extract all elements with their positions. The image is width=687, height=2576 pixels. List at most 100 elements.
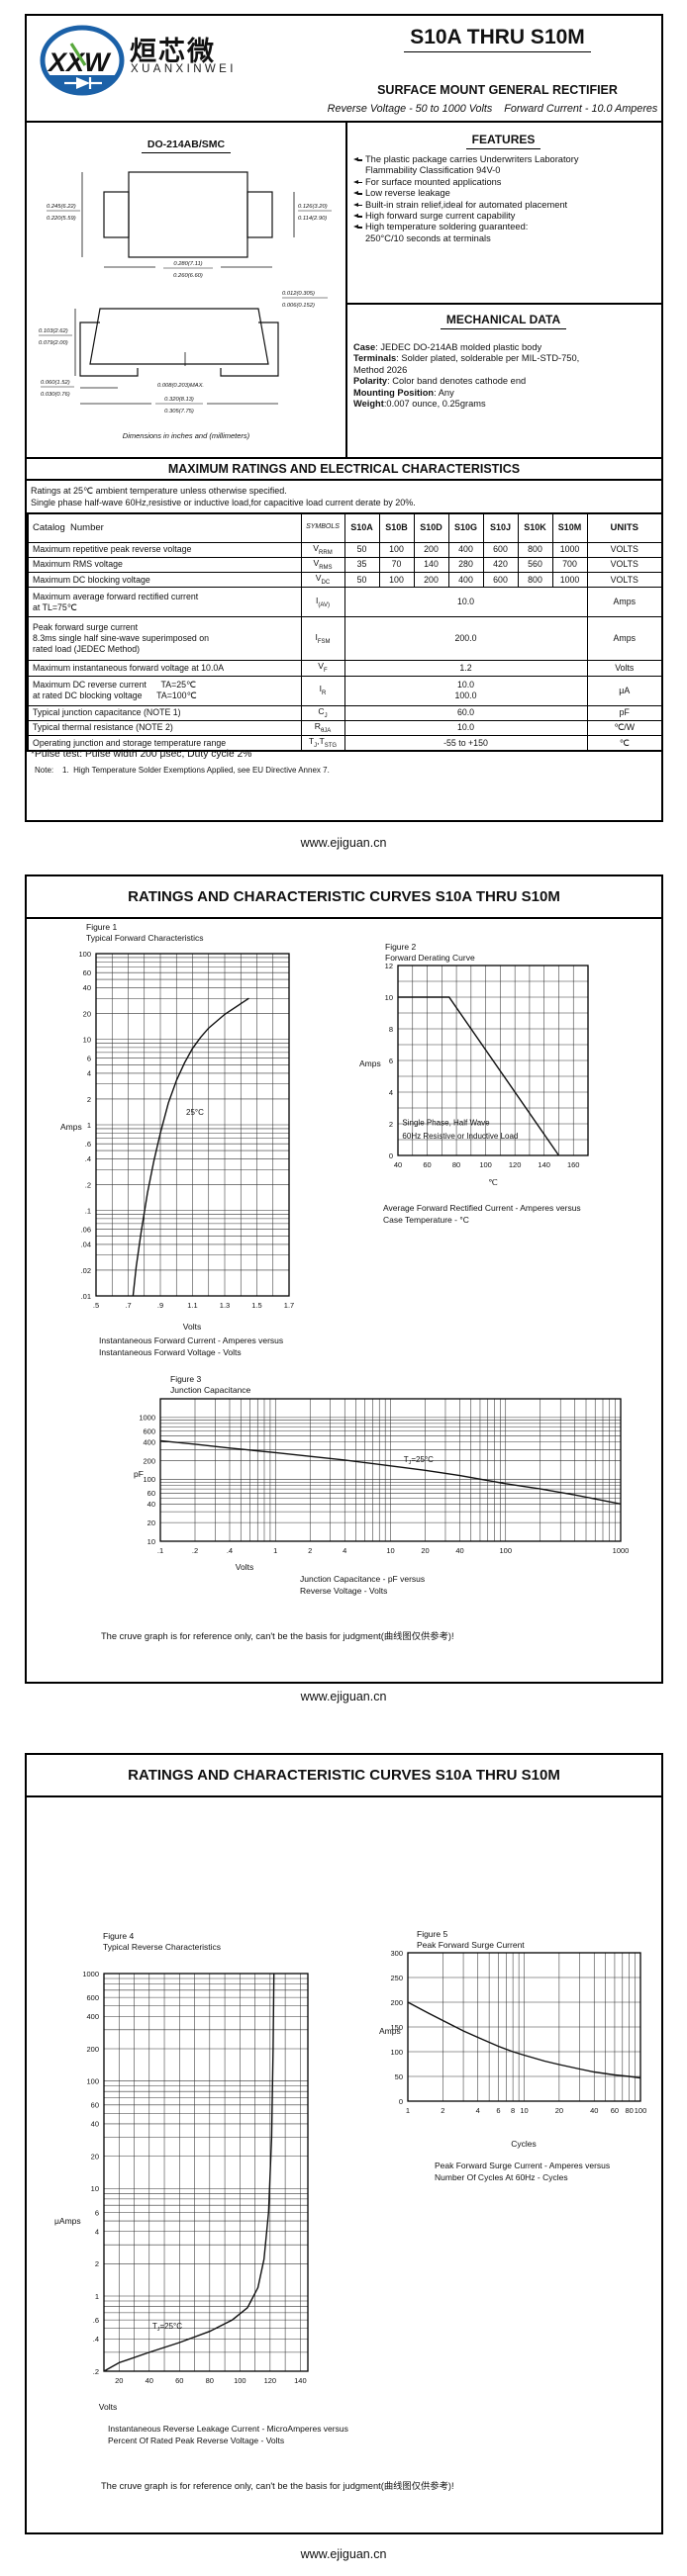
column-header: S10B <box>378 512 415 543</box>
dimension-labels: 0.245(6.22) 0.220(5.59) 0.126(3.20) 0.11… <box>47 204 332 279</box>
feature-item: For surface mounted applications <box>353 177 656 188</box>
chart-text: 20 <box>555 2106 563 2115</box>
chart-text: 40 <box>146 2376 153 2385</box>
chart-text: .1 <box>157 1546 163 1555</box>
feature-item: High forward surge current capability <box>353 211 656 222</box>
table-header-row: Catalog Number SYMBOLS S10A S10B S10D S10G S10… <box>27 512 663 543</box>
dimension-label: 0.280(7.11) <box>173 261 202 267</box>
chart-text: 4 <box>476 2106 480 2115</box>
feature-text: High forward surge current capability <box>365 211 515 222</box>
chart-text: Instantaneous Forward Current - Amperes … <box>99 1335 283 1345</box>
chart-text: .2 <box>192 1546 198 1555</box>
chart-text: 200 <box>86 2045 99 2054</box>
parameter-cell: Maximum DC reverse current TA=25℃ at rate… <box>27 675 302 706</box>
mechanical-value: Method 2026 <box>353 364 408 375</box>
curve-label: 25°C <box>186 1108 204 1117</box>
mechanical-value: : JEDEC DO-214AB molded plastic body <box>375 342 542 352</box>
column-header: S10K <box>517 512 553 543</box>
value-cell: 200 <box>413 541 449 558</box>
dimension-label: 0.030(0.76) <box>41 392 70 398</box>
feature-line: Built-in strain relief,ideal for automat… <box>365 199 568 210</box>
mechanical-value: : Color band denotes cathode end <box>387 376 527 387</box>
chart-text: .7 <box>125 1301 131 1310</box>
feature-text: Built-in strain relief,ideal for automat… <box>365 200 567 211</box>
figure-5-chart: 1 2 4 6 8 10 20 40 60 80 100300250200150100500Figu… <box>379 1929 647 2182</box>
mechanical-value: :0.007 ounce, 0.25grams <box>383 399 486 410</box>
units-cell: ℃/W <box>586 719 663 737</box>
chart-text: 40 <box>83 983 91 992</box>
arrow-bullet-icon <box>353 222 363 232</box>
chart-text: Volts <box>236 1562 253 1572</box>
value-cell: 400 <box>447 571 484 589</box>
logo-ring <box>40 25 125 96</box>
package-top-view-diagram: 0.245(6.22) 0.220(5.59) 0.126(3.20) 0.11… <box>47 171 332 279</box>
chart-text: 20 <box>91 2152 99 2161</box>
features-mechanical-divider <box>345 303 661 305</box>
chart-text: 100 <box>143 1475 155 1484</box>
chart-text: 1 <box>406 2106 410 2115</box>
parameter-line: Typical junction capacitance (NOTE 1) <box>33 707 181 718</box>
chart-text: Junction Capacitance - pF versus <box>300 1574 425 1584</box>
brand-name-cn: 烜芯微 <box>130 37 216 66</box>
table-row: Peak forward surge current 8.3ms single h… <box>27 616 663 662</box>
symbol-subscript: R <box>322 690 327 696</box>
chart-text: 6 <box>496 2106 500 2115</box>
chart-text: 40 <box>455 1546 463 1555</box>
chart-text: 2 <box>95 2259 99 2268</box>
symbol-subscript: DC <box>321 579 331 586</box>
value-cell: 1000 <box>551 541 588 558</box>
chart-text: 1 <box>273 1546 277 1555</box>
mechanical-term: Polarity <box>353 376 388 387</box>
chart-text: Peak Forward Surge Current - Amperes ver… <box>435 2161 610 2170</box>
value-cell: 800 <box>517 571 553 589</box>
chart-text: 40 <box>91 2120 99 2129</box>
data-curve <box>407 2001 641 2079</box>
chart-text: 400 <box>86 2012 99 2021</box>
chart-text: 4 <box>343 1546 346 1555</box>
feature-line: The plastic package carries Underwriters… <box>365 154 579 164</box>
chart-text: 40 <box>590 2106 598 2115</box>
units-cell: VOLTS <box>586 541 663 558</box>
chart-text: 150 <box>390 2023 403 2032</box>
value-cell: 420 <box>482 556 519 574</box>
value-cell: 10.0 100.0 <box>344 675 588 706</box>
chart-text: 2 <box>389 1120 393 1129</box>
symbol-cell: VRRM <box>300 541 345 558</box>
chart-text: Average Forward Rectified Current - Ampe… <box>383 1203 581 1213</box>
chart-text: 1 <box>95 2292 99 2301</box>
chart-text: 1000 <box>139 1414 155 1423</box>
value-line: 100.0 <box>454 690 477 700</box>
chart-text: 400 <box>143 1438 155 1447</box>
chart-text: Figure 3 <box>170 1374 201 1384</box>
chart-text: 100 <box>234 2376 246 2385</box>
symbol-subscript: F <box>324 668 328 674</box>
feature-line: Low reverse leakage <box>365 188 450 199</box>
chart-text: Case Temperature - °C <box>383 1215 469 1225</box>
table-row: Maximum instantaneous forward voltage at… <box>27 660 663 677</box>
curve-label: TJ=25°C <box>404 1455 434 1466</box>
chart-text: Figure 4 <box>103 1931 134 1941</box>
chart-text: 300 <box>390 1949 403 1958</box>
value-cell: 600 <box>482 541 519 558</box>
arrow-bullet-icon <box>353 200 363 211</box>
symbol-base: V <box>318 661 325 672</box>
parameter-cell: Maximum DC blocking voltage <box>27 571 302 589</box>
column-header: UNITS <box>586 512 663 543</box>
dimension-label: 0.008(0.203)MAX. <box>157 383 204 389</box>
column-header: S10M <box>551 512 588 543</box>
chart-text: 6 <box>87 1054 91 1062</box>
chart-text: Amps <box>60 1122 82 1132</box>
data-curve <box>103 1973 275 2372</box>
units-cell: μA <box>586 675 663 706</box>
parameter-line: Typical thermal resistance (NOTE 2) <box>33 722 173 733</box>
feature-line: High forward surge current capability <box>365 211 516 222</box>
chart-text: 100 <box>635 2106 647 2115</box>
chart-text: 2 <box>441 2106 444 2115</box>
chart-text: 140 <box>294 2376 307 2385</box>
value-cell: 50 <box>344 541 380 558</box>
chart-text: 4 <box>95 2227 99 2236</box>
chart-text: 1.7 <box>284 1301 294 1310</box>
dimension-label: 0.245(6.22) <box>47 204 76 210</box>
parameter-cell: Maximum repetitive peak reverse voltage <box>27 541 302 558</box>
chart-text: 20 <box>115 2376 123 2385</box>
